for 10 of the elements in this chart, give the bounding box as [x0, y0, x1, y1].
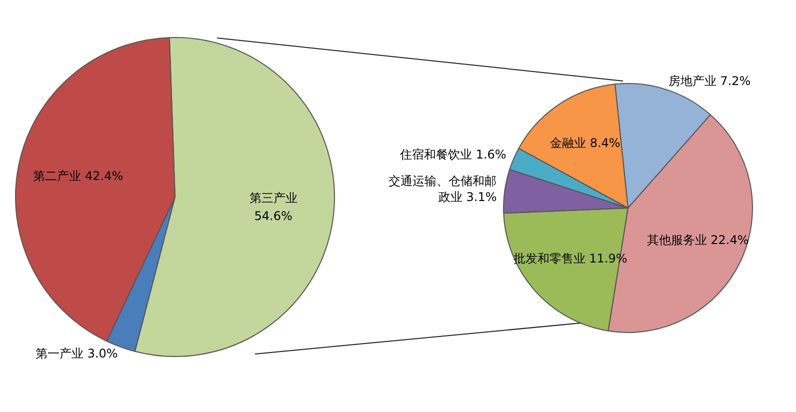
slice-label: 交通运输、仓储和邮政业 3.1%	[388, 174, 497, 204]
slice-label: 第二产业 42.4%	[33, 169, 124, 184]
slice-label: 房地产业 7.2%	[668, 74, 751, 88]
data-label: 54.6%	[254, 208, 292, 223]
slice-label: 第三产业	[249, 190, 298, 205]
slice-label: 住宿和餐饮业 1.6%	[399, 148, 506, 162]
slice-label: 其他服务业 22.4%	[646, 233, 749, 248]
slice-label: 批发和零售业 11.9%	[513, 251, 628, 266]
slice-label: 金融业 8.4%	[550, 136, 620, 150]
slice-label: 第一产业 3.0%	[36, 346, 118, 361]
